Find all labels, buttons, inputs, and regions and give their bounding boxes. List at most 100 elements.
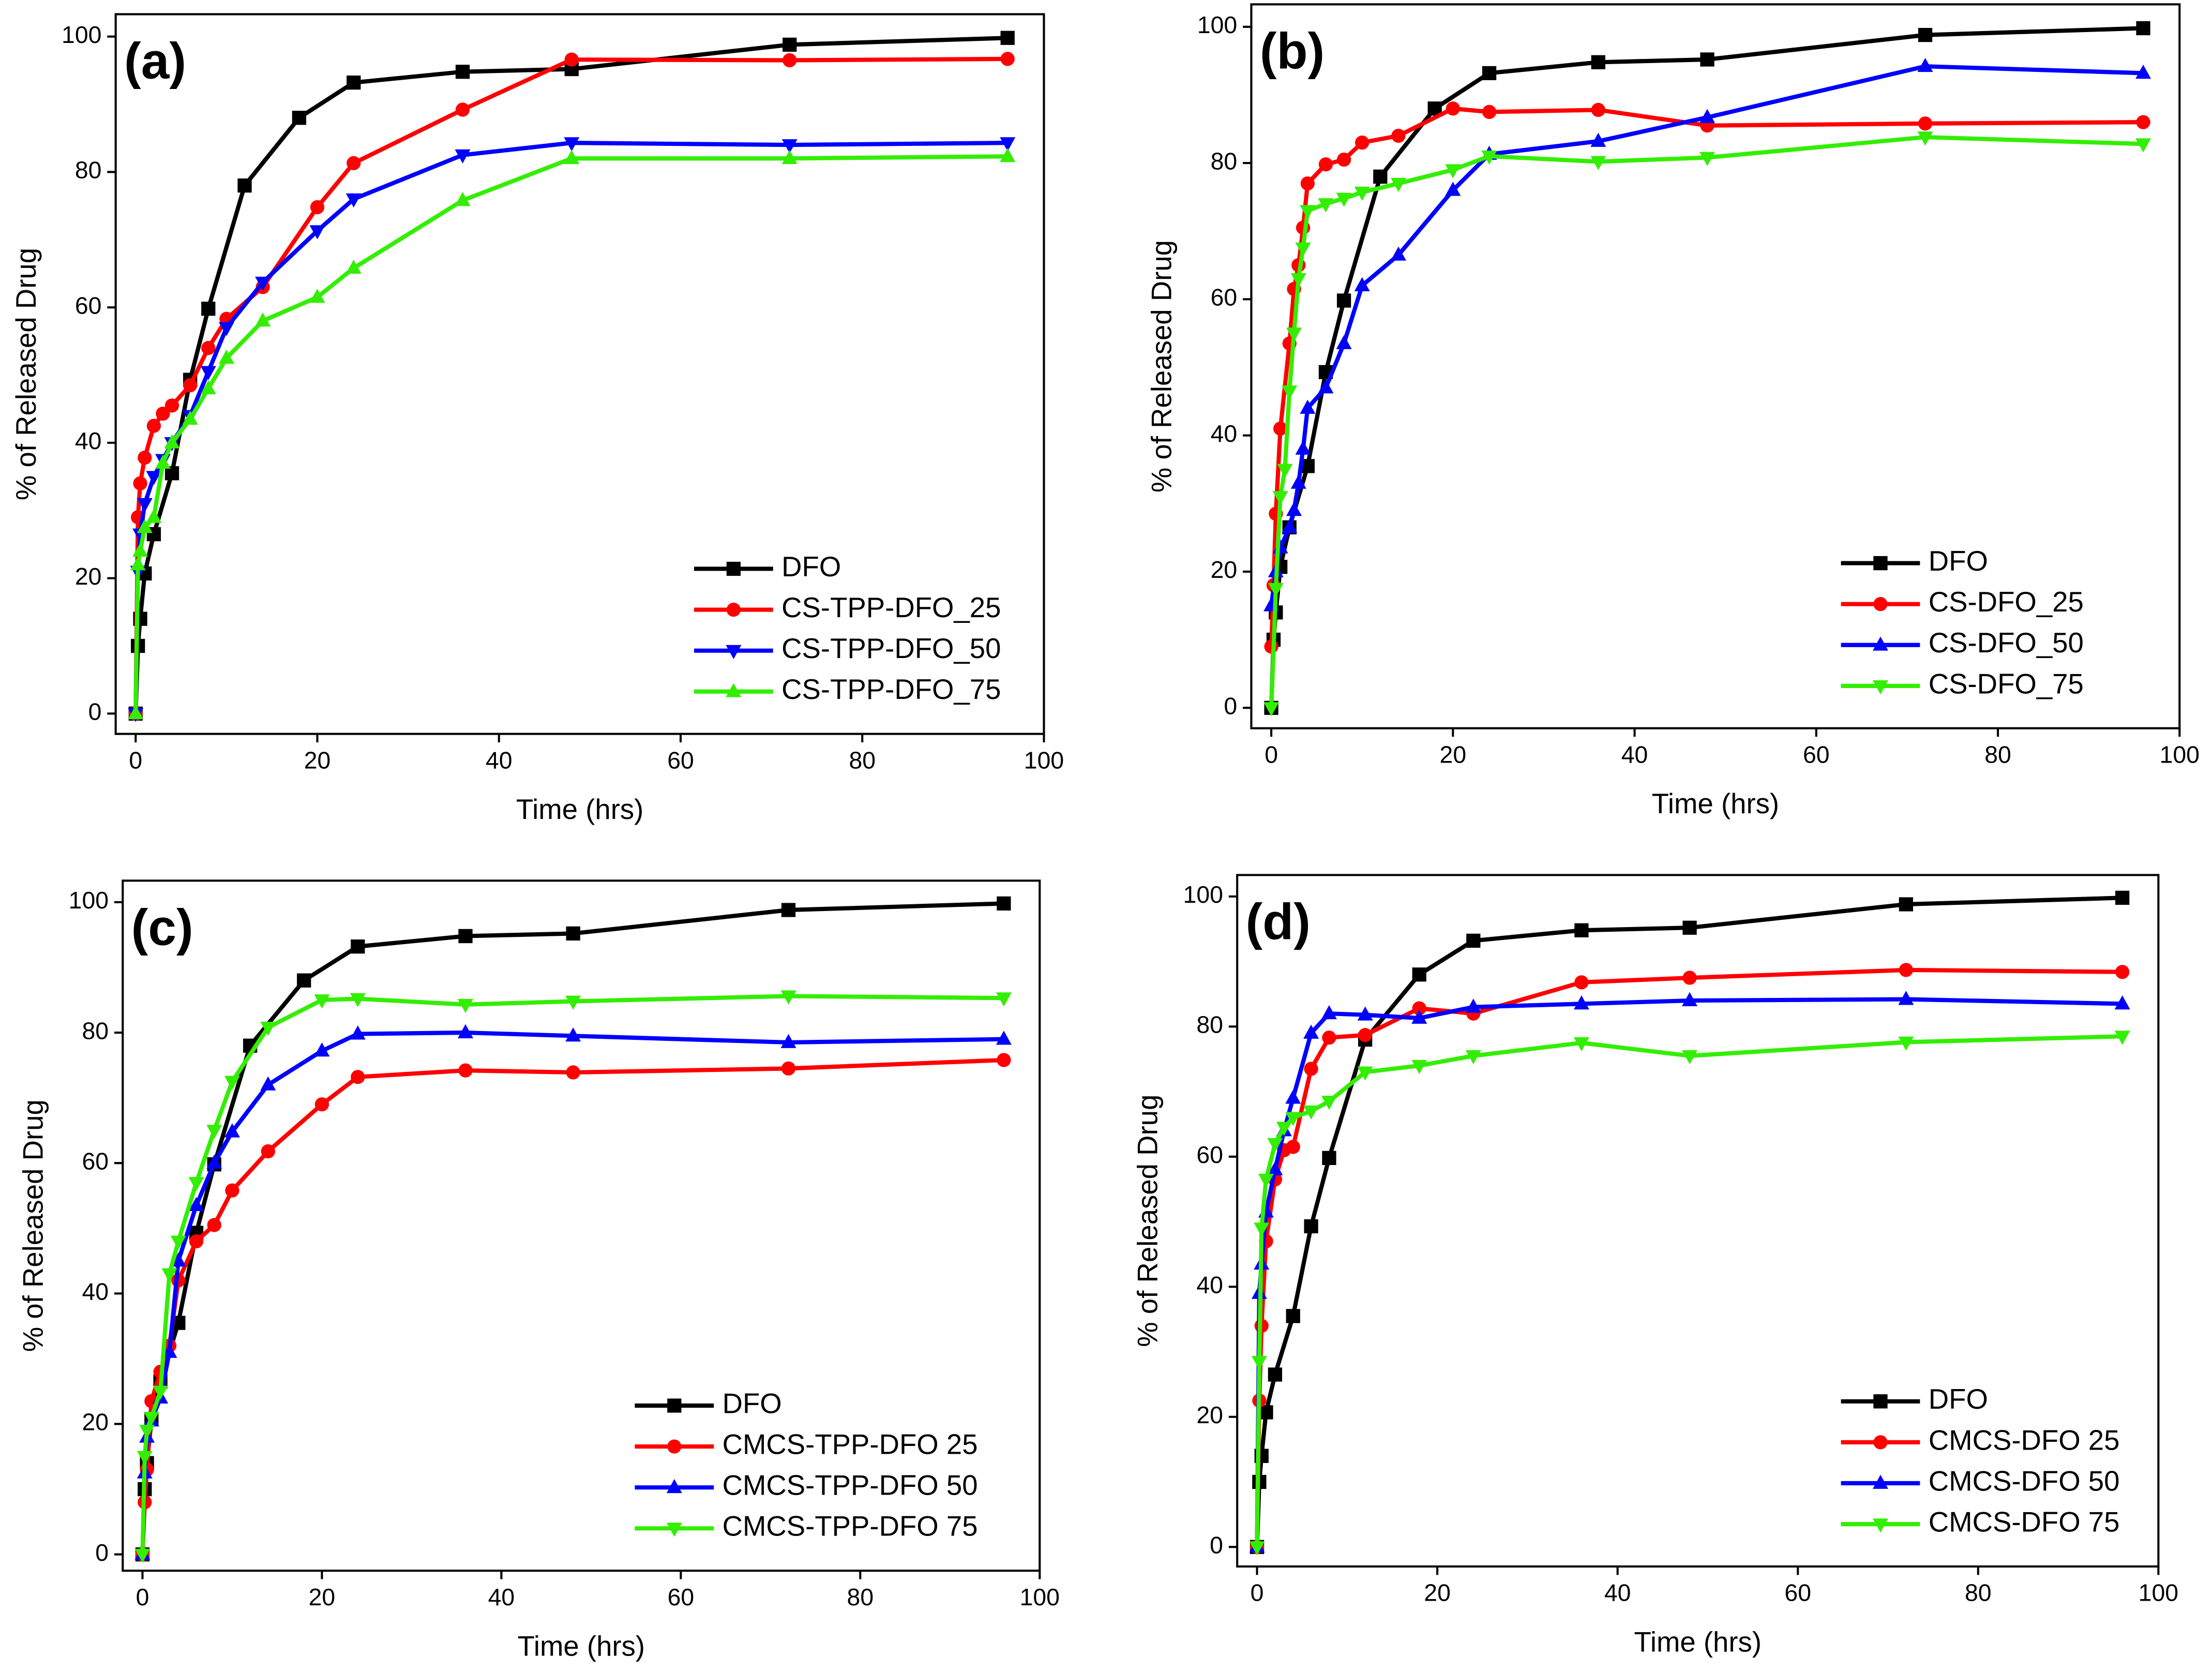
data-point [780,1034,796,1048]
data-point [781,1061,796,1076]
y-axis-label: % of Released Drug [10,248,42,500]
y-tick-label: 40 [75,427,102,454]
data-point [1591,102,1605,117]
y-axis-label: % of Released Drug [1146,240,1178,493]
plot-frame [1250,3,2181,729]
legend-marker [1872,1474,1888,1489]
y-axis-label: % of Released Drug [1132,1095,1163,1347]
data-point [1290,273,1306,288]
y-tick-label: 0 [95,1539,109,1566]
y-tick-label: 60 [1211,284,1238,311]
data-point [255,276,271,291]
legend-label: CMCS-TPP-DFO 25 [723,1428,978,1460]
data-point [134,1548,151,1563]
data-point [458,1063,473,1078]
legend-label: CS-DFO_25 [1929,586,2084,618]
x-tick-label: 80 [847,1584,874,1610]
data-point [1304,1219,1318,1233]
data-point [201,341,216,355]
data-point [1481,151,1497,165]
data-point [206,1125,222,1139]
series-line [1269,135,2144,708]
data-point [155,454,171,469]
data-point [137,1451,153,1465]
data-point [1466,933,1481,948]
x-tick-label: 20 [1424,1579,1451,1606]
legend-label: DFO [781,551,841,583]
data-point [1000,52,1015,66]
data-point [1445,182,1461,196]
data-point [164,466,179,481]
data-point [455,102,470,117]
x-tick-label: 80 [1984,741,2011,768]
series-line [1255,997,2123,1547]
data-point [1322,1151,1336,1165]
data-point [2115,890,2130,905]
legend-marker [1872,680,1888,695]
data-point [1286,1309,1300,1323]
data-point [161,1268,177,1282]
data-point [146,419,161,433]
data-point [1390,246,1406,261]
data-point [1303,1105,1319,1120]
plot-frame [1236,874,2160,1568]
data-point [1285,1090,1301,1104]
series-line [133,141,1008,714]
data-point [350,993,366,1007]
data-point [1300,459,1315,473]
data-point [1268,583,1284,598]
x-tick-label: 0 [136,1584,149,1610]
data-point [1917,57,1933,72]
legend-marker [1873,556,1888,571]
data-point [130,556,146,571]
x-tick-label: 40 [1621,741,1648,768]
data-point [566,1065,580,1080]
data-point [2136,21,2150,36]
y-tick-label: 40 [1196,1272,1223,1299]
data-point [1267,1138,1283,1153]
legend-label: CMCS-TPP-DFO 50 [723,1470,978,1501]
data-point [1682,920,1697,935]
data-point [255,312,271,327]
data-point [1411,1009,1427,1024]
y-tick-label: 100 [62,21,101,48]
series-line [1255,1034,2123,1547]
data-point [1482,105,1497,120]
data-point [237,178,252,193]
y-tick-label: 40 [82,1278,109,1305]
data-point [345,193,362,208]
panel-label: (c) [131,899,193,956]
x-tick-label: 80 [849,747,876,773]
x-axis-label: Time (hrs) [516,794,643,825]
data-point [565,995,581,1010]
data-point [1355,135,1370,150]
legend-marker [667,1439,682,1454]
data-point [207,1218,221,1232]
legend-label: CS-TPP-DFO_50 [781,633,1001,664]
legend-marker [666,1523,682,1537]
y-tick-label: 20 [75,563,102,590]
data-point [309,225,325,240]
panel-label: (b) [1260,23,1325,80]
legend-marker [1873,597,1888,611]
data-point [1286,327,1302,342]
data-point [1300,399,1316,414]
data-point [1574,923,1589,937]
data-point [224,1123,240,1138]
data-point [1321,1005,1337,1020]
legend-label: CS-TPP-DFO_75 [781,674,1001,705]
data-point [1412,1001,1426,1016]
legend-marker [726,683,742,697]
y-tick-label: 80 [82,1017,109,1044]
data-point [156,406,170,421]
data-point [1263,702,1280,717]
data-point [1258,1173,1274,1188]
legend-label: CMCS-DFO 50 [1929,1465,2120,1497]
data-point [1918,27,1933,42]
plot-frame [122,879,1041,1572]
data-point [261,1144,275,1159]
data-point [1899,963,1913,977]
data-point [1482,66,1497,80]
data-point [1573,1037,1589,1052]
data-point [1699,152,1716,166]
